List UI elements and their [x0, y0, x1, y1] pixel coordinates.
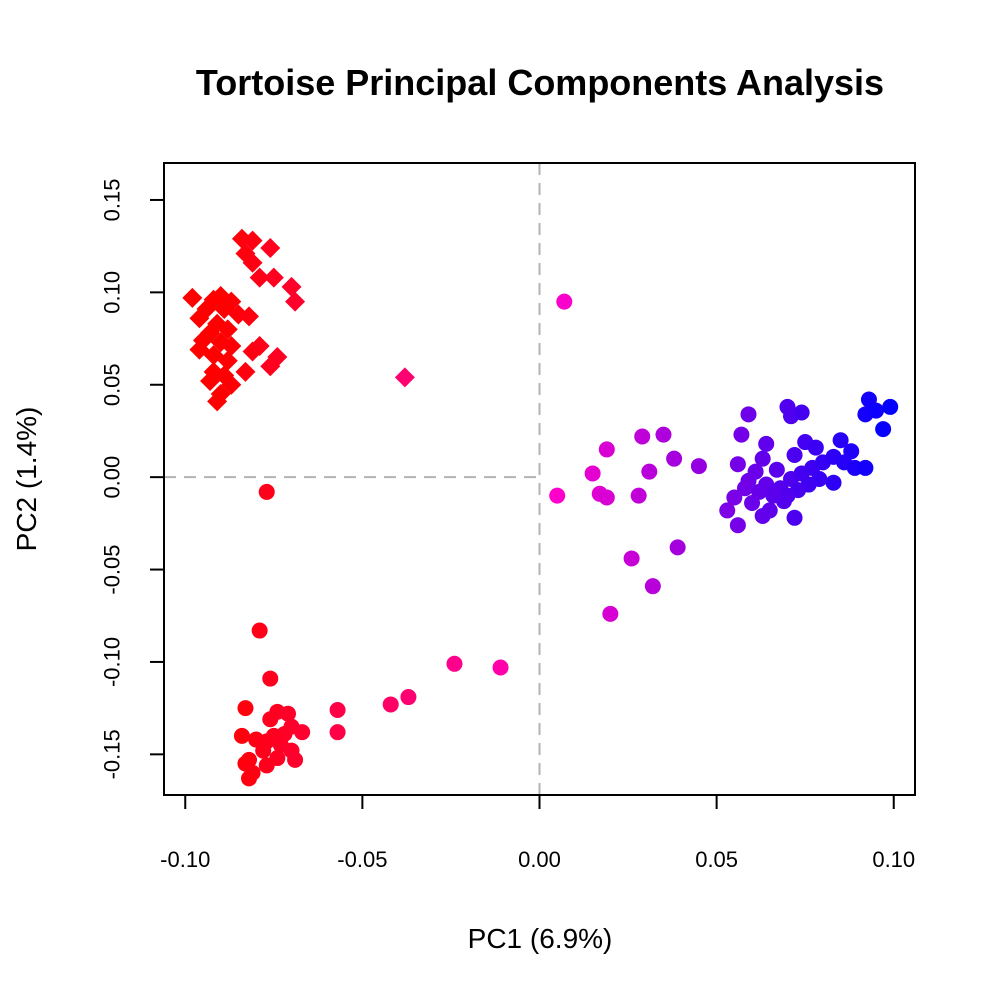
- circle-point: [446, 655, 463, 672]
- diamond-point: [285, 291, 306, 312]
- circle-point: [754, 450, 771, 467]
- circle-point: [768, 461, 785, 478]
- circle-point: [690, 458, 707, 475]
- y-tick-label: 0.05: [100, 363, 125, 406]
- diamond-point: [260, 356, 281, 377]
- x-tick-label: 0.05: [695, 847, 738, 872]
- diamond-point: [394, 367, 415, 388]
- diamond-point: [239, 306, 260, 327]
- circle-point: [602, 605, 619, 622]
- y-tick-label: -0.10: [100, 637, 125, 687]
- circle-point: [666, 450, 683, 467]
- circle-point: [598, 441, 615, 458]
- circle-point: [237, 700, 254, 717]
- x-axis: -0.10 -0.05 0.00 0.05 0.10: [160, 794, 915, 872]
- circle-point: [868, 402, 885, 419]
- circle-point: [786, 509, 803, 526]
- circle-point: [549, 487, 566, 504]
- circle-point: [786, 446, 803, 463]
- circle-point: [729, 456, 746, 473]
- circle-point: [669, 539, 686, 556]
- diamond-point: [260, 238, 281, 259]
- diamond-point: [221, 335, 242, 356]
- circle-point: [598, 489, 615, 506]
- circle-point: [655, 426, 672, 443]
- circle-point: [644, 578, 661, 595]
- chart-title: Tortoise Principal Components Analysis: [196, 62, 884, 103]
- circle-point: [825, 474, 842, 491]
- circle-point: [584, 465, 601, 482]
- x-tick-label: -0.10: [160, 847, 210, 872]
- circle-point: [329, 701, 346, 718]
- diamond-point: [182, 287, 203, 308]
- circle-point: [258, 757, 275, 774]
- circle-point: [729, 517, 746, 534]
- reference-lines: [164, 163, 541, 795]
- circle-point: [556, 293, 573, 310]
- x-tick-label: 0.00: [518, 847, 561, 872]
- diamond-point: [217, 350, 238, 371]
- x-tick-label: -0.05: [337, 847, 387, 872]
- circle-point: [758, 435, 775, 452]
- diamond-point: [249, 267, 270, 288]
- diamond-point: [242, 341, 263, 362]
- y-axis: -0.15 -0.10 -0.05 0.00 0.05 0.10 0.15: [100, 179, 165, 779]
- y-tick-label: -0.15: [100, 729, 125, 779]
- diamond-point: [207, 391, 228, 412]
- circle-point: [287, 751, 304, 768]
- circle-point: [255, 742, 272, 759]
- circle-point: [262, 670, 279, 687]
- diamond-point: [235, 361, 256, 382]
- circle-point: [754, 507, 771, 524]
- diamond-point: [200, 371, 221, 392]
- circle-point: [233, 727, 250, 744]
- circle-point: [719, 502, 736, 519]
- circle-point: [279, 705, 296, 722]
- circle-point: [294, 724, 311, 741]
- diamond-point: [242, 230, 263, 251]
- data-points: [182, 228, 899, 787]
- y-tick-label: 0.00: [100, 456, 125, 499]
- circle-point: [726, 489, 743, 506]
- circle-point: [623, 550, 640, 567]
- circle-point: [832, 432, 849, 449]
- x-axis-label: PC1 (6.9%): [468, 923, 613, 954]
- circle-point: [740, 406, 757, 423]
- circle-point: [744, 495, 761, 512]
- circle-point: [241, 770, 258, 787]
- diamond-point: [281, 276, 302, 297]
- circle-point: [382, 696, 399, 713]
- x-tick-label: 0.10: [872, 847, 915, 872]
- circle-point: [641, 463, 658, 480]
- circle-point: [736, 480, 753, 497]
- circle-point: [857, 459, 874, 476]
- circle-point: [329, 724, 346, 741]
- diamond-point: [189, 308, 210, 329]
- y-tick-label: 0.15: [100, 179, 125, 222]
- circle-point: [400, 689, 417, 706]
- circle-point: [634, 428, 651, 445]
- circle-point: [492, 659, 509, 676]
- circle-point: [251, 622, 268, 639]
- diamond-point: [242, 252, 263, 273]
- circle-point: [882, 398, 899, 415]
- circle-point: [733, 426, 750, 443]
- circle-point: [262, 711, 279, 728]
- diamond-point: [217, 319, 238, 340]
- diamond-point: [249, 335, 270, 356]
- circle-point: [875, 421, 892, 438]
- circle-point: [793, 404, 810, 421]
- circle-point: [765, 487, 782, 504]
- y-tick-label: 0.10: [100, 271, 125, 314]
- circle-point: [630, 487, 647, 504]
- diamond-point: [263, 267, 284, 288]
- circle-point: [807, 439, 824, 456]
- y-tick-label: -0.05: [100, 544, 125, 594]
- circle-point: [258, 483, 275, 500]
- y-axis-label: PC2 (1.4%): [11, 407, 42, 552]
